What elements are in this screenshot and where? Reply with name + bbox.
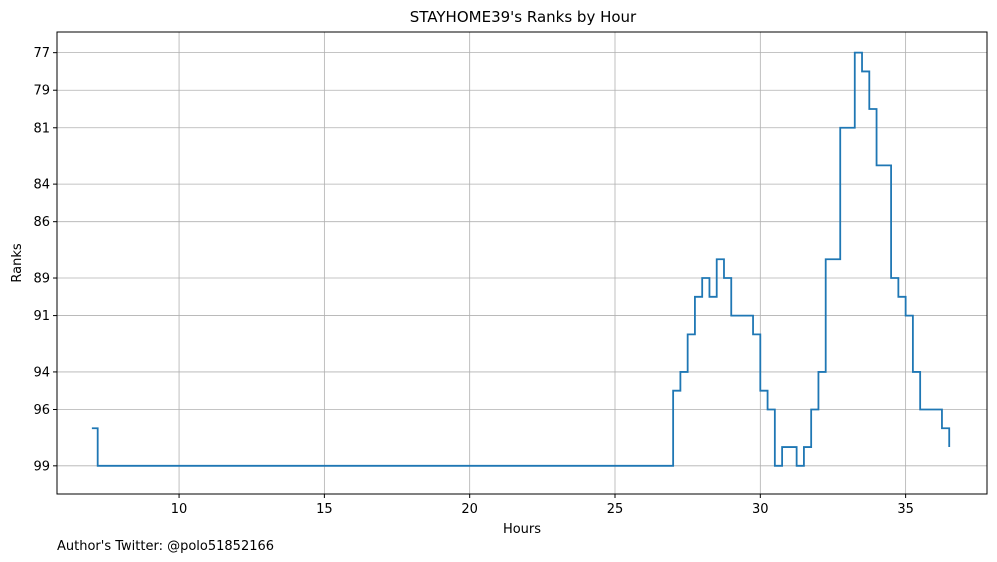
grid <box>57 32 987 494</box>
y-tick-label: 94 <box>33 365 50 380</box>
x-tick-label: 15 <box>316 502 333 517</box>
x-tick-label: 30 <box>752 502 769 517</box>
y-tick-label: 81 <box>33 121 50 136</box>
y-tick-label: 84 <box>33 178 50 193</box>
y-tick-label: 79 <box>33 84 50 99</box>
y-tick-label: 89 <box>33 272 50 287</box>
plot-frame <box>56 31 988 495</box>
x-tick-label: 35 <box>897 502 914 517</box>
y-tick-label: 99 <box>33 459 50 474</box>
author-twitter-note: Author's Twitter: @polo51852166 <box>57 539 275 554</box>
y-tick-label: 86 <box>33 215 50 230</box>
x-tick-label: 25 <box>607 502 624 517</box>
y-tick-label: 91 <box>33 309 50 324</box>
x-tick-label: 20 <box>461 502 478 517</box>
series-layer <box>91 51 951 467</box>
rank-step-line <box>91 51 951 467</box>
chart-title: STAYHOME39's Ranks by Hour <box>410 8 637 26</box>
y-tick-label: 96 <box>33 403 50 418</box>
x-axis-label: Hours <box>503 522 541 537</box>
y-tick-label: 77 <box>33 46 50 61</box>
ticks: 10 15 20 25 30 35 77 79 81 84 86 89 91 94 96 99 <box>33 46 913 517</box>
x-tick-label: 10 <box>171 502 188 517</box>
y-axis-label: Ranks <box>10 243 25 282</box>
